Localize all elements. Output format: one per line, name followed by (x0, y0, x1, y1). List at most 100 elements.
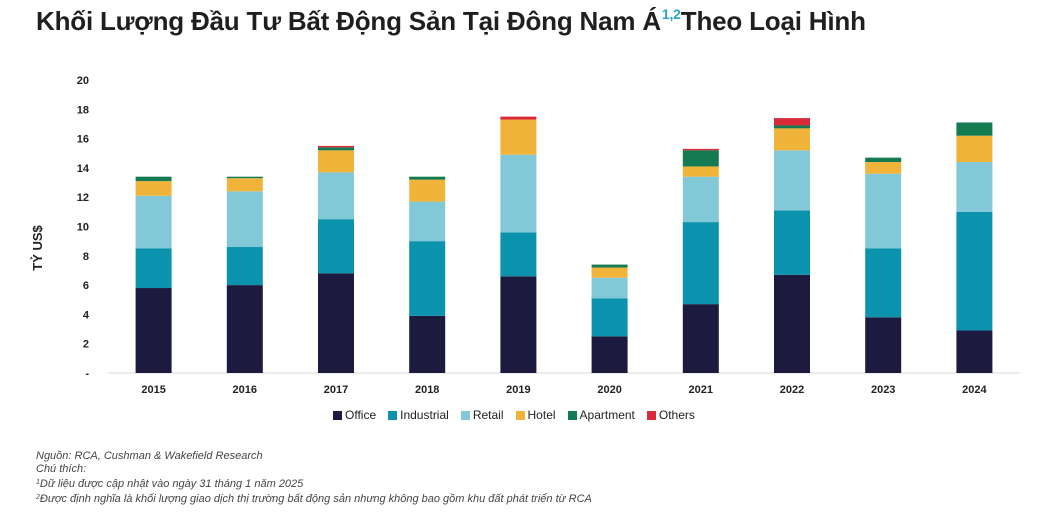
bar-segment-office-2016 (226, 285, 263, 373)
bar-segment-office-2022 (774, 274, 810, 373)
bars-group (135, 116, 993, 373)
bar-segment-apartment-2018 (409, 176, 446, 180)
x-tick-label: 2023 (871, 384, 895, 396)
x-axis: 2015 2016 2017 2018 2019 2020 2021 2022 2023 2024 (141, 384, 987, 396)
title-superscript: 1,2 (661, 6, 681, 22)
legend: Office Industrial Retail Hotel Apartment Othe… (333, 408, 695, 422)
x-tick-label: 2015 (141, 384, 165, 396)
x-tick-label: 2018 (415, 384, 439, 396)
bar-segment-retail-2023 (865, 173, 902, 249)
legend-item-apartment: Apartment (567, 408, 635, 422)
bar-segment-retail-2016 (226, 191, 263, 248)
y-axis: - 2 4 6 8 10 12 14 16 18 20 (77, 75, 90, 380)
bar-segment-office-2019 (500, 276, 537, 373)
title-text: Khối Lượng Đầu Tư Bất Động Sản Tại Đông … (36, 6, 661, 36)
bar-segment-hotel-2016 (226, 178, 263, 192)
y-tick-label: 8 (83, 251, 89, 263)
bar-segment-hotel-2017 (318, 150, 354, 173)
bar-segment-office-2017 (318, 273, 354, 373)
legend-swatch (567, 410, 577, 420)
bar-segment-others-2021 (682, 148, 719, 151)
bar-segment-industrial-2017 (318, 219, 354, 274)
y-tick-label: 14 (77, 163, 90, 175)
bar-segment-apartment-2023 (865, 157, 902, 163)
bar-segment-apartment-2020 (591, 264, 628, 268)
bar-segment-others-2019 (500, 116, 537, 120)
chart-title: Khối Lượng Đầu Tư Bất Động Sản Tại Đông … (36, 6, 866, 37)
bar-segment-industrial-2018 (409, 241, 446, 316)
x-tick-label: 2016 (233, 384, 257, 396)
bar-segment-apartment-2024 (956, 122, 993, 136)
bar-segment-retail-2019 (500, 154, 537, 233)
bar-segment-industrial-2019 (500, 232, 537, 277)
bar-segment-hotel-2024 (956, 135, 993, 163)
title-suffix: Theo Loại Hình (680, 6, 866, 36)
footnote-1-text: Dữ liệu được cập nhật vào ngày 31 tháng … (39, 478, 304, 490)
legend-swatch (515, 410, 525, 420)
bar-segment-others-2022 (774, 118, 810, 126)
bar-segment-others-2017 (318, 145, 354, 148)
bar-segment-industrial-2021 (682, 222, 719, 305)
bar-segment-retail-2022 (774, 150, 810, 211)
bar-segment-office-2015 (135, 288, 172, 373)
footnote-2-mark: 2 (36, 494, 40, 501)
legend-label: Retail (472, 408, 504, 422)
source-note: Nguồn: RCA, Cushman & Wakefield Research (36, 450, 263, 462)
y-tick-label: 18 (77, 104, 89, 116)
x-tick-label: 2024 (962, 384, 987, 396)
x-tick-label: 2020 (597, 384, 621, 396)
legend-label: Apartment (579, 408, 635, 422)
y-tick-label: 2 (83, 339, 89, 351)
bar-segment-apartment-2022 (774, 125, 810, 129)
bar-segment-industrial-2015 (135, 248, 172, 289)
legend-swatch (460, 410, 470, 420)
y-tick-label: 16 (77, 134, 89, 146)
footnote-2: 2Được định nghĩa là khối lượng giao dịch… (36, 491, 592, 506)
x-tick-label: 2019 (506, 384, 530, 396)
x-tick-label: 2022 (780, 384, 804, 396)
bar-segment-hotel-2018 (409, 179, 446, 202)
bar-segment-industrial-2024 (956, 211, 993, 331)
bar-segment-office-2020 (591, 336, 628, 373)
footnote-1-mark: 1 (36, 479, 40, 486)
y-tick-label: 20 (77, 75, 89, 87)
legend-item-others: Others (646, 408, 695, 422)
bar-segment-retail-2015 (135, 195, 172, 249)
legend-swatch (646, 410, 656, 420)
bar-segment-hotel-2022 (774, 128, 810, 151)
legend-label: Hotel (527, 408, 556, 422)
legend-item-industrial: Industrial (388, 408, 449, 422)
bar-segment-office-2021 (682, 304, 719, 373)
legend-label: Industrial (400, 408, 449, 422)
bar-segment-office-2024 (956, 330, 993, 373)
footnote-2-text: Được định nghĩa là khối lượng giao dịch … (39, 493, 592, 505)
y-tick-label: 6 (83, 280, 89, 292)
legend-label: Others (658, 408, 695, 422)
bar-segment-retail-2018 (409, 201, 446, 242)
y-tick-label: - (85, 368, 89, 380)
bar-segment-apartment-2015 (135, 176, 172, 182)
bar-segment-office-2023 (865, 317, 902, 373)
legend-item-retail: Retail (460, 408, 504, 422)
x-tick-label: 2021 (689, 384, 713, 396)
bar-segment-office-2018 (409, 315, 446, 373)
bar-segment-apartment-2017 (318, 147, 354, 151)
legend-item-hotel: Hotel (515, 408, 556, 422)
x-tick-label: 2017 (324, 384, 348, 396)
legend-label: Office (345, 408, 377, 422)
bar-segment-apartment-2021 (682, 150, 719, 167)
y-tick-label: 4 (83, 309, 90, 321)
bar-segment-retail-2021 (682, 176, 719, 223)
notes-label: Chú thích: (36, 463, 87, 475)
y-axis-label: TỶ US$ (30, 224, 45, 270)
bar-segment-hotel-2015 (135, 181, 172, 196)
bar-segment-hotel-2020 (591, 267, 628, 278)
legend-swatch (388, 410, 398, 420)
bar-segment-industrial-2023 (865, 248, 902, 318)
bar-segment-industrial-2020 (591, 298, 628, 337)
bar-segment-hotel-2021 (682, 166, 719, 177)
legend-swatch (333, 410, 342, 420)
bar-segment-retail-2017 (318, 172, 354, 220)
footnotes: Nguồn: RCA, Cushman & Wakefield Research… (36, 450, 592, 506)
